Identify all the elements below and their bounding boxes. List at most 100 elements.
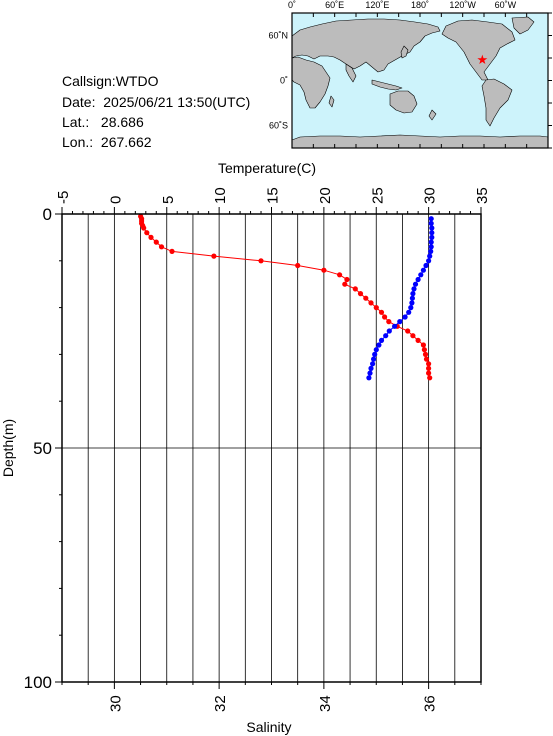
map-longitude-label: 60˚W: [495, 0, 517, 10]
temperature-tick-label: 10: [212, 187, 229, 204]
temperature-point: [211, 253, 217, 259]
temperature-point: [363, 295, 369, 301]
map-longitude-label: 120˚E: [365, 0, 389, 10]
salinity-point: [428, 220, 434, 226]
salinity-point: [420, 267, 426, 273]
temperature-point: [169, 248, 175, 254]
temperature-axis-label: Temperature(C): [218, 160, 316, 176]
location-marker-icon: ★: [476, 53, 488, 68]
temperature-point: [427, 375, 433, 381]
salinity-point: [428, 248, 434, 254]
map-latitude-label: 60˚N: [268, 31, 288, 41]
plot-frame: [61, 213, 482, 683]
map-longitude-label: 180˚: [411, 0, 429, 10]
map-latitude-label: 60˚S: [269, 121, 288, 131]
temperature-tick-label: 5: [160, 196, 177, 204]
salinity-point: [392, 323, 398, 329]
salinity-point: [423, 262, 429, 269]
land-madagascar: [328, 95, 335, 108]
depth-axis-label: Depth(m): [0, 419, 16, 477]
temperature-point: [344, 276, 350, 283]
map-land: [291, 16, 549, 149]
temperature-point: [382, 314, 388, 320]
latitude-text: Lat.: 28.686: [62, 114, 144, 130]
salinity-point: [368, 365, 374, 371]
map-longitude-label: 120˚W: [449, 0, 476, 10]
temperature-tick-label: 20: [317, 187, 334, 204]
temperature-point: [144, 230, 150, 236]
longitude-text: Lon.: 267.662: [62, 134, 152, 150]
temperature-point: [342, 281, 348, 287]
temperature-point: [352, 286, 358, 292]
temperature-point: [337, 272, 343, 278]
temperature-point: [426, 365, 432, 371]
land-south-america: [481, 78, 513, 127]
temperature-point: [423, 356, 430, 362]
salinity-point: [409, 300, 415, 306]
map-longitude-label: 0˚: [288, 0, 296, 10]
temperature-point: [357, 291, 364, 297]
salinity-point: [370, 361, 376, 367]
temperature-point: [405, 328, 411, 334]
salinity-tick-label: 32: [212, 695, 229, 712]
salinity-point: [429, 225, 435, 231]
salinity-point: [386, 328, 392, 334]
salinity-point: [408, 305, 414, 311]
salinity-tick-label: 34: [317, 695, 334, 712]
temperature-point: [421, 347, 427, 353]
depth-tick-label: 100: [24, 673, 52, 692]
temperature-point: [426, 370, 432, 376]
temperature-point: [378, 309, 385, 315]
temperature-point: [422, 351, 429, 357]
salinity-point: [366, 375, 372, 381]
temperature-point: [386, 319, 392, 325]
temperature-tick-label: 35: [474, 187, 491, 204]
temperature-point: [148, 234, 154, 240]
salinity-point: [367, 370, 373, 376]
series-layer: [138, 213, 435, 381]
land-eurasia: [291, 18, 441, 73]
temperature-tick-label: 25: [369, 187, 386, 204]
land-australia: [389, 90, 418, 114]
land-newzealand: [428, 109, 437, 121]
temperature-tick-label: 15: [265, 187, 282, 204]
temperature-point: [258, 258, 264, 264]
land-greenland: [511, 16, 535, 35]
land-indonesia: [371, 79, 403, 91]
map-longitude-label: 60˚E: [325, 0, 344, 10]
salinity-point: [372, 351, 378, 357]
location-map: 0˚ 60˚E 120˚E 180˚ 120˚W 60˚W 60˚N 0˚ 60˚S ★: [268, 0, 552, 149]
salinity-point: [411, 286, 417, 292]
salinity-point: [426, 258, 432, 264]
temperature-tick-label: 0: [107, 196, 124, 204]
temperature-point: [420, 342, 426, 348]
temperature-point: [295, 262, 301, 269]
salinity-point: [412, 281, 419, 287]
temperature-point: [373, 305, 379, 311]
land-india: [345, 63, 357, 83]
temperature-point: [158, 244, 165, 250]
salinity-point: [418, 272, 424, 278]
salinity-point: [402, 314, 408, 320]
salinity-point: [429, 234, 435, 240]
salinity-profile-line: [368, 218, 433, 378]
salinity-point: [383, 333, 389, 339]
temperature-point: [153, 239, 159, 245]
temperature-profile-line: [140, 216, 431, 378]
temperature-point: [426, 361, 432, 367]
land-north-america: [441, 19, 516, 81]
depth-tick-label: 0: [43, 205, 52, 224]
temperature-tick-label: -5: [55, 191, 72, 204]
map-latitude-label: 0˚: [280, 76, 288, 86]
salinity-point: [415, 276, 421, 283]
temperature-point: [321, 267, 327, 273]
temperature-point: [368, 300, 374, 306]
callsign-text: Callsign:WTDO: [62, 73, 159, 89]
temperature-point: [141, 225, 147, 231]
salinity-point: [429, 230, 435, 236]
salinity-point: [428, 244, 434, 250]
salinity-point: [376, 342, 382, 348]
salinity-point: [378, 337, 385, 343]
